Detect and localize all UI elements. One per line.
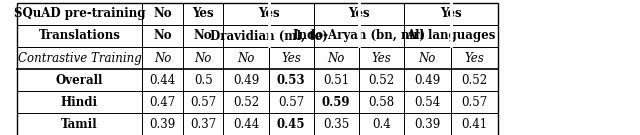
Text: No: No — [153, 7, 172, 20]
Text: No: No — [419, 52, 436, 65]
Text: Hindi: Hindi — [61, 96, 98, 109]
Text: SQuAD pre-training: SQuAD pre-training — [13, 7, 145, 20]
Bar — [17, 3, 498, 135]
Text: 0.54: 0.54 — [414, 96, 440, 109]
Text: 0.53: 0.53 — [277, 74, 305, 87]
Text: 0.51: 0.51 — [323, 74, 349, 87]
Text: 0.47: 0.47 — [149, 96, 175, 109]
Text: Indo-Aryan (bn, mr): Indo-Aryan (bn, mr) — [292, 29, 425, 42]
Text: 0.57: 0.57 — [190, 96, 216, 109]
Text: 0.39: 0.39 — [149, 118, 175, 131]
Text: 0.57: 0.57 — [461, 96, 488, 109]
Text: 0.52: 0.52 — [233, 96, 259, 109]
Text: 0.37: 0.37 — [190, 118, 216, 131]
Text: No: No — [153, 29, 172, 42]
Text: Yes: Yes — [371, 52, 391, 65]
Text: Yes: Yes — [193, 7, 214, 20]
Text: 0.58: 0.58 — [368, 96, 394, 109]
Text: 0.49: 0.49 — [414, 74, 440, 87]
Text: Overall: Overall — [56, 74, 103, 87]
Text: Translations: Translations — [38, 29, 120, 42]
Text: Yes: Yes — [258, 7, 280, 20]
Text: All languages: All languages — [406, 29, 495, 42]
Text: 0.52: 0.52 — [368, 74, 394, 87]
Text: Dravidian (ml, te): Dravidian (ml, te) — [210, 29, 328, 42]
Text: 0.44: 0.44 — [149, 74, 175, 87]
Text: 0.35: 0.35 — [323, 118, 349, 131]
Text: No: No — [328, 52, 345, 65]
Text: Yes: Yes — [465, 52, 484, 65]
Text: Yes: Yes — [348, 7, 369, 20]
Text: 0.5: 0.5 — [194, 74, 212, 87]
Text: 0.44: 0.44 — [233, 118, 259, 131]
Text: 0.4: 0.4 — [372, 118, 390, 131]
Text: Tamil: Tamil — [61, 118, 98, 131]
Text: No: No — [237, 52, 255, 65]
Text: 0.41: 0.41 — [461, 118, 488, 131]
Text: 0.59: 0.59 — [322, 96, 351, 109]
Text: No: No — [194, 29, 212, 42]
Text: 0.57: 0.57 — [278, 96, 304, 109]
Text: Yes: Yes — [440, 7, 461, 20]
Text: Yes: Yes — [281, 52, 301, 65]
Text: 0.52: 0.52 — [461, 74, 488, 87]
Text: 0.49: 0.49 — [233, 74, 259, 87]
Text: 0.39: 0.39 — [414, 118, 440, 131]
Text: No: No — [154, 52, 171, 65]
Text: 0.45: 0.45 — [277, 118, 305, 131]
Text: No: No — [195, 52, 212, 65]
Text: Contrastive Training: Contrastive Training — [17, 52, 141, 65]
